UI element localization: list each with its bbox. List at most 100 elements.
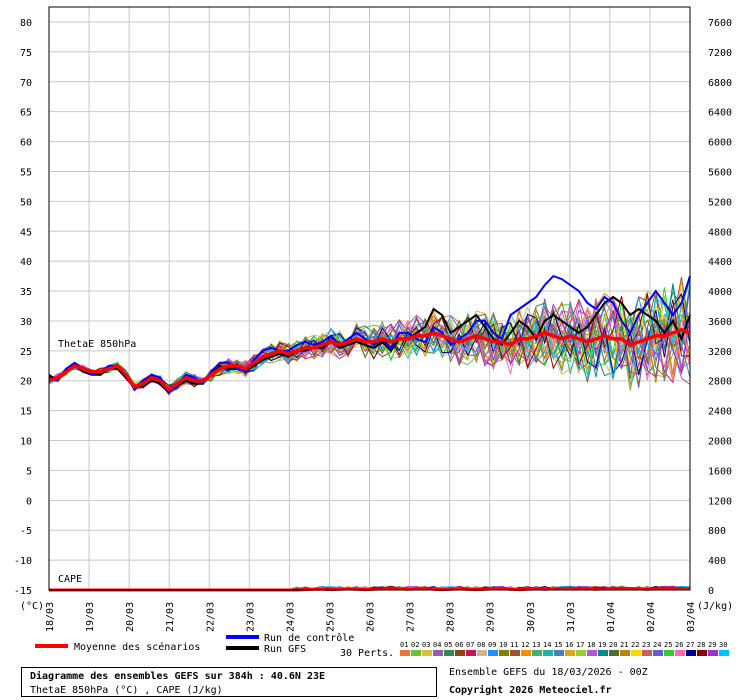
right-tick-label: 7600	[708, 18, 732, 29]
left-tick-label: -5	[20, 526, 32, 537]
left-tick-label: 5	[26, 466, 32, 477]
left-tick-label: -15	[14, 586, 32, 597]
left-tick-label: 15	[20, 407, 32, 418]
member-swatch	[631, 650, 641, 656]
member-number-label: 26	[675, 641, 683, 649]
member-number-label: 21	[620, 641, 628, 649]
member-swatch	[521, 650, 531, 656]
legend: Moyenne des scénarios Run de contrôle Ru…	[35, 632, 729, 659]
right-tick-label: 4800	[708, 227, 732, 238]
member-swatch	[719, 650, 729, 656]
member-number-label: 09	[488, 641, 496, 649]
gefs-ensemble-chart: 80757065605550454035302520151050-5-10-15…	[13, 6, 734, 659]
right-tick-label: 2400	[708, 407, 732, 418]
left-tick-label: 75	[20, 48, 32, 59]
member-number-label: 03	[422, 641, 430, 649]
right-tick-label: 6400	[708, 108, 732, 119]
member-swatch	[664, 650, 674, 656]
ensemble-mean-line	[48, 328, 691, 392]
member-number-label: 06	[455, 641, 463, 649]
right-tick-label: 7200	[708, 48, 732, 59]
right-tick-label: 5200	[708, 197, 732, 208]
x-tick-label: 19/03	[85, 602, 96, 632]
member-number-label: 12	[521, 641, 529, 649]
member-swatch	[433, 650, 443, 656]
right-tick-label: 5600	[708, 167, 732, 178]
right-tick-label: 1200	[708, 496, 732, 507]
left-tick-label: 50	[20, 197, 32, 208]
right-tick-label: 3200	[708, 347, 732, 358]
member-swatch	[576, 650, 586, 656]
left-tick-label: 25	[20, 347, 32, 358]
legend-control-label: Run de contrôle	[264, 632, 354, 644]
cape-panel-label: CAPE	[58, 574, 82, 585]
x-tick-label: 29/03	[486, 602, 497, 632]
member-number-label: 28	[697, 641, 705, 649]
member-swatch	[587, 650, 597, 656]
member-swatch	[400, 650, 410, 656]
right-tick-label: 6000	[708, 138, 732, 149]
legend-gfs-label: Run GFS	[264, 644, 306, 655]
member-swatch	[620, 650, 630, 656]
right-axis-ticks: 7600720068006400600056005200480044004000…	[708, 18, 732, 597]
left-tick-label: 60	[20, 138, 32, 149]
left-tick-label: 0	[26, 496, 32, 507]
left-axis-unit: (°C)	[20, 601, 44, 612]
member-swatch	[554, 650, 564, 656]
member-swatch	[455, 650, 465, 656]
member-number-label: 29	[708, 641, 716, 649]
left-tick-label: -10	[14, 556, 32, 567]
member-number-label: 25	[664, 641, 672, 649]
footer-subtitle: ThetaE 850hPa (°C) , CAPE (J/kg)	[30, 685, 223, 696]
x-tick-label: 02/04	[646, 602, 657, 632]
x-tick-label: 30/03	[526, 602, 537, 632]
left-tick-label: 30	[20, 317, 32, 328]
member-number-label: 02	[411, 641, 419, 649]
member-number-label: 14	[543, 641, 551, 649]
x-tick-label: 21/03	[165, 602, 176, 632]
x-tick-label: 18/03	[45, 602, 56, 632]
left-tick-label: 20	[20, 377, 32, 388]
right-axis-unit: (J/kg)	[697, 601, 733, 612]
left-tick-label: 40	[20, 257, 32, 268]
member-number-label: 24	[653, 641, 661, 649]
member-swatch	[609, 650, 619, 656]
right-tick-label: 0	[708, 586, 714, 597]
right-tick-label: 4000	[708, 287, 732, 298]
member-swatch	[477, 650, 487, 656]
footer-title: Diagramme des ensembles GEFS sur 384h : …	[30, 671, 326, 682]
member-number-label: 19	[598, 641, 606, 649]
left-tick-label: 65	[20, 108, 32, 119]
member-swatches: 01 02 03 04 05 06 07 08 09 10 11 12 13 14 15 16 17 18 19 20…	[400, 641, 729, 656]
left-tick-label: 70	[20, 78, 32, 89]
member-swatch	[422, 650, 432, 656]
member-swatch	[510, 650, 520, 656]
member-swatch	[675, 650, 685, 656]
member-number-label: 08	[477, 641, 485, 649]
member-swatch	[642, 650, 652, 656]
member-swatch	[543, 650, 553, 656]
member-number-label: 10	[499, 641, 507, 649]
ensemble-count-label: 30 Perts.	[340, 648, 394, 659]
member-number-label: 04	[433, 641, 441, 649]
left-tick-label: 35	[20, 287, 32, 298]
member-swatch	[444, 650, 454, 656]
member-swatch	[565, 650, 575, 656]
member-swatch	[532, 650, 542, 656]
x-tick-label: 27/03	[406, 602, 417, 632]
plot-frame	[48, 6, 691, 591]
x-tick-label: 20/03	[125, 602, 136, 632]
left-tick-label: 10	[20, 437, 32, 448]
x-tick-label: 26/03	[366, 602, 377, 632]
member-swatch	[488, 650, 498, 656]
right-tick-label: 2800	[708, 377, 732, 388]
member-swatch	[686, 650, 696, 656]
member-number-label: 16	[565, 641, 573, 649]
gfs-run-line	[48, 295, 691, 395]
member-number-label: 13	[532, 641, 540, 649]
right-tick-label: 400	[708, 556, 726, 567]
member-number-label: 11	[510, 641, 518, 649]
x-tick-label: 03/04	[686, 602, 697, 632]
left-tick-label: 45	[20, 227, 32, 238]
member-number-label: 18	[587, 641, 595, 649]
